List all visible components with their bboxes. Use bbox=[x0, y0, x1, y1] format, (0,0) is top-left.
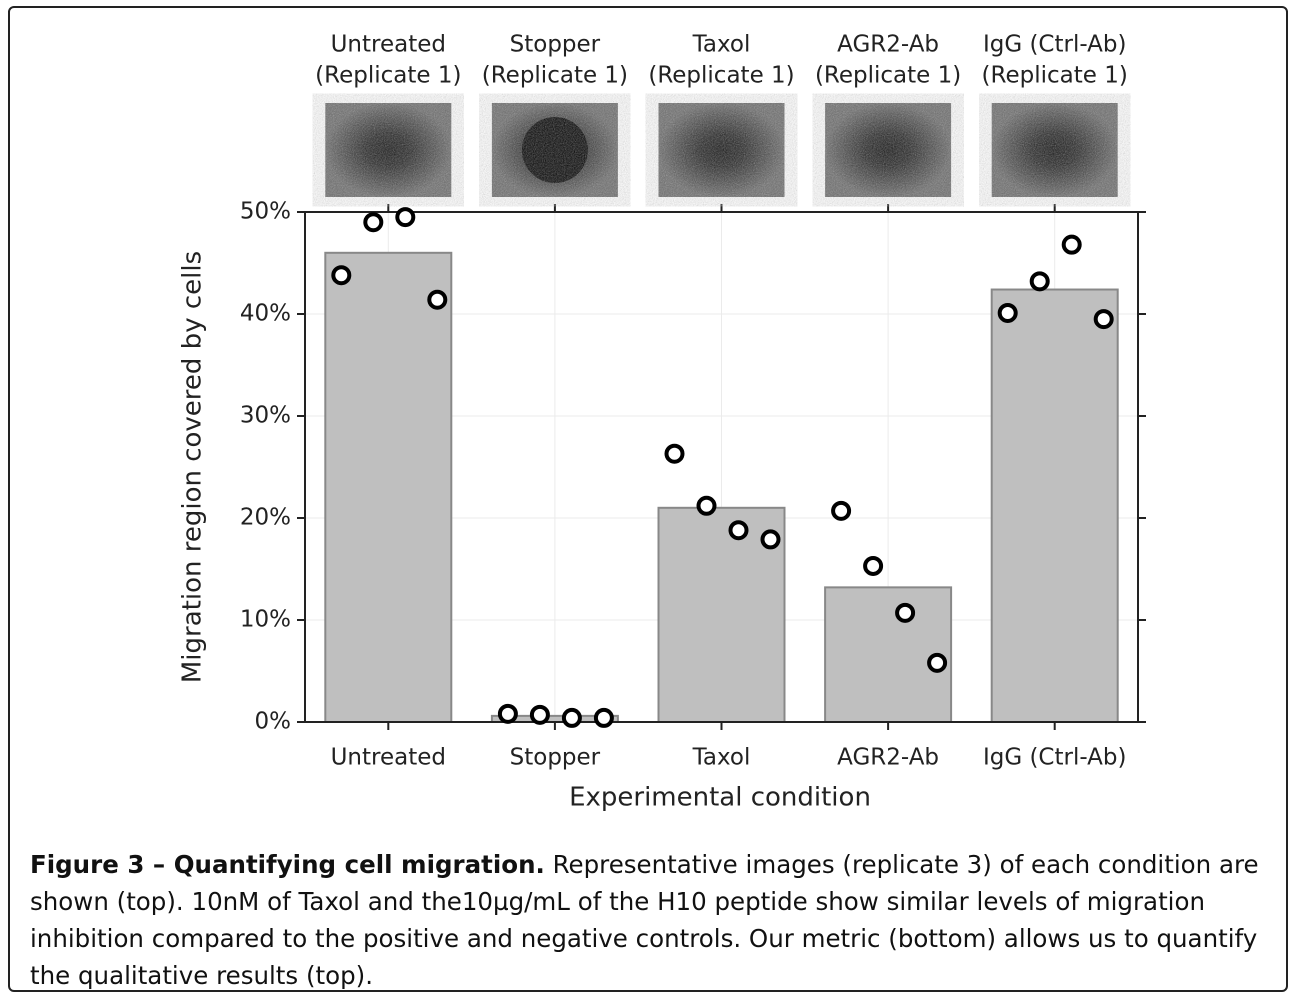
thumbnail-noise bbox=[659, 103, 785, 197]
thumbnail-noise bbox=[325, 103, 451, 197]
caption: Figure 3 – Quantifying cell migration. R… bbox=[30, 846, 1275, 994]
thumbnail-noise bbox=[492, 103, 618, 197]
y-tick-label: 10% bbox=[240, 607, 291, 633]
replicate-point bbox=[865, 558, 881, 574]
chart: Migration region covered by cells Experi… bbox=[0, 0, 1300, 840]
y-tick-label: 30% bbox=[240, 403, 291, 429]
replicate-point bbox=[929, 655, 945, 671]
replicate-point bbox=[500, 706, 516, 722]
caption-bold: Figure 3 – Quantifying cell migration. bbox=[30, 850, 545, 879]
replicate-point bbox=[1064, 237, 1080, 253]
replicate-point bbox=[333, 267, 349, 283]
replicate-point bbox=[532, 707, 548, 723]
image-label: AGR2-Ab bbox=[837, 32, 939, 58]
replicate-point bbox=[397, 209, 413, 225]
replicate-point bbox=[1032, 273, 1048, 289]
image-label: Stopper bbox=[510, 32, 601, 58]
thumbnail-noise bbox=[825, 103, 951, 197]
replicate-point bbox=[833, 503, 849, 519]
x-tick-label: Untreated bbox=[331, 745, 446, 771]
image-label: (Replicate 1) bbox=[482, 63, 628, 89]
thumbnail-noise bbox=[992, 103, 1118, 197]
y-tick-label: 50% bbox=[240, 199, 291, 225]
y-axis-title: Migration region covered by cells bbox=[178, 251, 208, 683]
x-tick-label: IgG (Ctrl-Ab) bbox=[983, 745, 1127, 771]
replicate-point bbox=[564, 710, 580, 726]
image-label: IgG (Ctrl-Ab) bbox=[983, 32, 1127, 58]
x-tick-label: AGR2-Ab bbox=[837, 745, 939, 771]
x-axis-title: Experimental condition bbox=[569, 783, 871, 813]
image-label: Taxol bbox=[692, 32, 751, 58]
image-label: (Replicate 1) bbox=[648, 63, 794, 89]
replicate-point bbox=[429, 292, 445, 308]
x-tick-label: Taxol bbox=[692, 745, 751, 771]
replicate-point bbox=[1000, 305, 1016, 321]
replicate-point bbox=[897, 605, 913, 621]
y-tick-label: 20% bbox=[240, 505, 291, 531]
image-label: (Replicate 1) bbox=[315, 63, 461, 89]
bar bbox=[325, 253, 451, 722]
image-label: Untreated bbox=[331, 32, 446, 58]
image-label: (Replicate 1) bbox=[815, 63, 961, 89]
replicate-point bbox=[365, 214, 381, 230]
replicate-point bbox=[1096, 311, 1112, 327]
bar bbox=[992, 290, 1118, 722]
replicate-point bbox=[763, 531, 779, 547]
replicate-point bbox=[699, 498, 715, 514]
replicate-point bbox=[667, 446, 683, 462]
y-tick-label: 0% bbox=[255, 709, 292, 735]
replicate-point bbox=[731, 522, 747, 538]
x-tick-label: Stopper bbox=[510, 745, 601, 771]
image-label: (Replicate 1) bbox=[982, 63, 1128, 89]
replicate-point bbox=[596, 710, 612, 726]
y-tick-label: 40% bbox=[240, 301, 291, 327]
